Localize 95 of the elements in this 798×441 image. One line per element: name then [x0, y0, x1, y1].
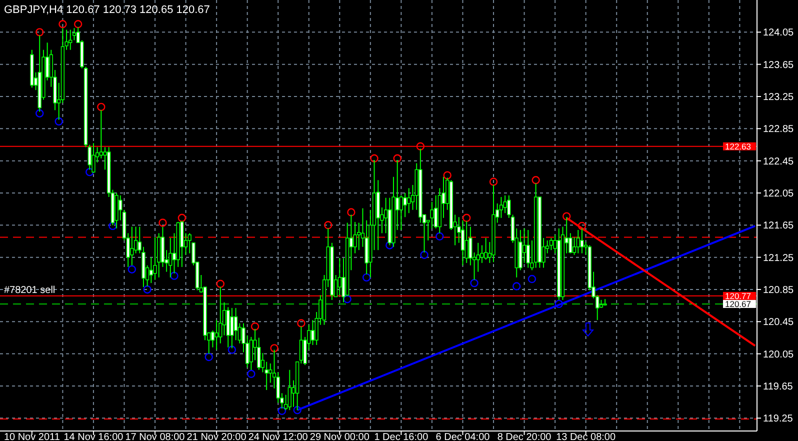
- candlestick: [430, 201, 434, 229]
- point: [108, 222, 117, 230]
- x-tick-label: 10 Nov 2011: [4, 432, 60, 441]
- point: [250, 322, 260, 331]
- x-tick-label: 6 Dec 04:00: [436, 432, 490, 441]
- ref-line-label: 120.67: [725, 298, 752, 309]
- candlestick: [576, 229, 580, 254]
- point: [443, 171, 452, 180]
- candlestick: [499, 196, 504, 218]
- x-tick-label: 24 Nov 12:00: [248, 432, 308, 441]
- candlestick: [549, 238, 554, 251]
- annotation: #78201 sell: [4, 284, 56, 296]
- point: [216, 280, 225, 288]
- x-tick-label: 1 Dec 16:00: [374, 432, 429, 441]
- y-tick-label: 120.05: [763, 349, 794, 360]
- point: [578, 222, 586, 230]
- y-tick-label: 120.85: [763, 284, 794, 296]
- y-tick-label: 123.25: [763, 92, 794, 103]
- candlestick: [92, 142, 96, 174]
- point: [343, 295, 352, 304]
- point: [347, 208, 356, 216]
- point: [278, 406, 286, 415]
- point: [86, 168, 94, 176]
- y-tick-label: 123.65: [763, 60, 794, 71]
- point: [362, 273, 371, 282]
- point: [297, 319, 306, 328]
- x-tick-label: 29 Nov 00:00: [310, 432, 370, 441]
- y-tick-label: 121.65: [763, 220, 794, 232]
- candlestick: [503, 194, 507, 214]
- candlestick: [338, 258, 342, 296]
- point: [370, 154, 378, 163]
- chart-title: GBPJPY,H4 120.67 120.73 120.65 120.67: [4, 4, 210, 16]
- point: [74, 20, 82, 28]
- point: [393, 154, 402, 163]
- candlestick: [153, 236, 157, 280]
- candlestick: [214, 320, 218, 350]
- candlestick: [464, 220, 468, 264]
- ref-line-label: 122.63: [725, 141, 752, 152]
- y-tick-label: 122.45: [763, 156, 794, 168]
- point: [562, 212, 571, 220]
- x-tick-label: 14 Nov 16:00: [64, 432, 124, 441]
- point: [228, 346, 236, 354]
- ref-line-label: 120.77: [725, 290, 752, 301]
- point: [512, 282, 521, 290]
- candlestick: [407, 188, 411, 214]
- point: [528, 274, 536, 284]
- point: [128, 265, 136, 274]
- candlestick: [484, 238, 488, 260]
- point: [36, 109, 44, 118]
- point: [58, 20, 67, 28]
- x-tick-label: 8 Dec 20:00: [497, 432, 552, 441]
- candlestick: [68, 29, 72, 50]
- point: [420, 250, 428, 259]
- point: [158, 218, 167, 227]
- x-tick-label: 17 Nov 08:00: [125, 432, 186, 441]
- y-tick-label: 122.85: [763, 124, 794, 136]
- y-tick-label: 122.05: [763, 188, 794, 200]
- point: [204, 352, 213, 362]
- candlestick: [130, 226, 134, 266]
- candlestick: [403, 192, 407, 218]
- point: [170, 272, 178, 280]
- candlestick: [234, 307, 238, 341]
- x-tick-label: 21 Nov 20:00: [186, 432, 247, 441]
- candlestick: [580, 228, 584, 254]
- point: [324, 221, 332, 230]
- candlestick: [460, 220, 465, 266]
- point: [54, 117, 63, 126]
- point: [143, 285, 152, 294]
- point: [293, 406, 302, 414]
- y-tick-label: 124.05: [763, 28, 794, 39]
- point: [462, 214, 471, 222]
- point: [470, 278, 478, 288]
- point: [36, 28, 44, 36]
- y-tick-label: 119.25: [763, 414, 794, 425]
- y-tick-label: 121.25: [763, 252, 794, 264]
- point: [247, 370, 256, 378]
- point: [178, 214, 186, 222]
- candlestick: [99, 110, 103, 159]
- point: [386, 241, 394, 250]
- point: [416, 142, 425, 150]
- candlestick: [526, 229, 530, 268]
- point: [532, 176, 540, 184]
- point: [270, 344, 278, 352]
- x-tick-label: 13 Dec 08:00: [556, 432, 616, 441]
- point: [554, 300, 563, 308]
- candlestick: [288, 369, 292, 411]
- point: [436, 232, 444, 241]
- candlestick: [268, 362, 272, 384]
- candlestick: [310, 320, 315, 346]
- point: [489, 178, 498, 186]
- y-tick-label: 119.65: [763, 381, 794, 392]
- point: [97, 102, 106, 112]
- y-tick-label: 120.45: [763, 317, 794, 328]
- candlestick: [434, 194, 438, 229]
- candlestick: [230, 307, 234, 349]
